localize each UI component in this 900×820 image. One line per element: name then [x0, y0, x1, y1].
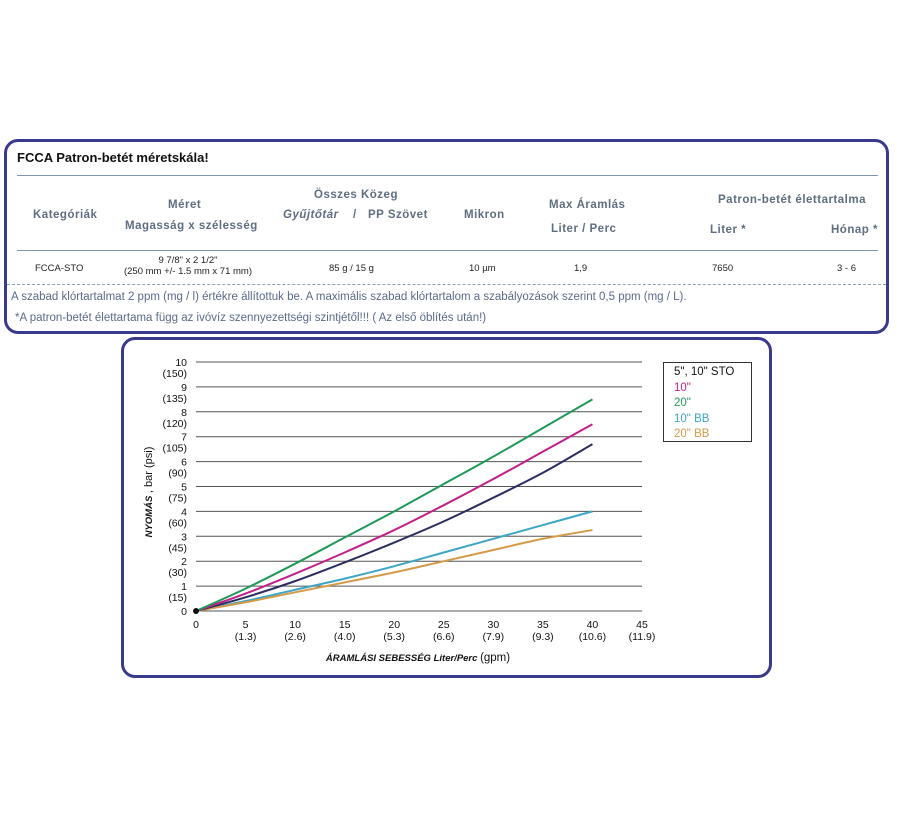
x-tick-label-30: 30: [487, 619, 499, 631]
x-tick-sub-10: (2.6): [284, 631, 306, 643]
x-tick-label-20: 20: [388, 619, 400, 631]
x-tick-label-45: 45: [636, 619, 648, 631]
spec-header-separator-top: [17, 175, 878, 176]
header-honap: Hónap *: [831, 224, 878, 236]
spec-header-separator-bottom: [17, 250, 878, 251]
legend-item-1: 10": [674, 381, 691, 394]
cell-meret-2: (250 mm +/- 1.5 mm x 71 mm): [123, 266, 252, 277]
y-tick-label-4: 4: [181, 506, 187, 518]
y-tick-label-10: 10: [175, 357, 187, 369]
y-tick-label-9: 9: [181, 382, 187, 394]
chart-legend: 5", 10" STO 10" 20" 10" BB 20" BB: [663, 362, 752, 442]
y-tick-sub-10: (150): [162, 368, 187, 380]
y-tick-label-5: 5: [181, 482, 187, 494]
chart-grid: [196, 361, 642, 612]
x-tick-label-40: 40: [587, 619, 599, 631]
header-aramlas: Max Áramlás: [549, 199, 626, 211]
y-tick-sub-9: (135): [162, 393, 187, 405]
header-meret: Méret: [168, 199, 202, 211]
series-line-1: [195, 423, 593, 612]
x-tick-label-35: 35: [537, 619, 549, 631]
y-tick-label-0: 0: [181, 606, 187, 618]
x-tick-sub-15: (4.0): [334, 631, 356, 643]
header-mikron: Mikron: [464, 209, 505, 221]
x-tick-sub-25: (6.6): [433, 631, 455, 643]
y-tick-sub-3: (45): [168, 542, 187, 554]
series-line-2: [195, 398, 593, 612]
y-tick-sub-1: (15): [168, 592, 187, 604]
y-tick-label-1: 1: [181, 581, 187, 593]
cell-meret-1: 9 7/8" x 2 1/2": [158, 255, 218, 266]
cell-kozeg: 85 g / 15 g: [329, 263, 374, 274]
x-tick-sub-45: (11.9): [629, 631, 656, 643]
y-tick-label-7: 7: [181, 432, 187, 444]
x-tick-label-5: 5: [243, 619, 249, 631]
y-tick-label-8: 8: [181, 407, 187, 419]
header-kozeg-sub-a: Gyűjtőtár: [283, 209, 339, 221]
spec-row-separator: [7, 284, 886, 285]
series-line-0: [195, 443, 593, 612]
x-tick-label-10: 10: [289, 619, 301, 631]
chart-labels: 01(15)2(30)3(45)4(60)5(75)6(90)7(105)8(1…: [143, 357, 655, 664]
cell-honap: 3 - 6: [837, 263, 857, 274]
x-tick-label-25: 25: [438, 619, 450, 631]
header-liter: Liter *: [710, 224, 747, 236]
x-tick-label-0: 0: [193, 619, 199, 631]
y-tick-sub-2: (30): [168, 567, 187, 579]
note-chlorine: A szabad klórtartalmat 2 ppm (mg / l) ér…: [11, 291, 687, 303]
x-tick-sub-5: (1.3): [235, 631, 257, 643]
legend-item-3: 10" BB: [674, 412, 710, 425]
x-tick-sub-35: (9.3): [532, 631, 554, 643]
legend-item-2: 20": [674, 397, 691, 409]
y-tick-sub-6: (90): [168, 468, 187, 480]
x-tick-sub-40: (10.6): [579, 631, 606, 643]
cell-mikron: 10 µm: [469, 263, 496, 274]
header-kategoriak: Kategóriák: [33, 209, 98, 221]
chart-series: [193, 398, 593, 614]
origin-point: [193, 608, 199, 614]
y-tick-sub-8: (120): [162, 418, 187, 430]
series-line-4: [195, 529, 593, 612]
legend-item-0: 5", 10" STO: [674, 366, 735, 378]
x-tick-sub-20: (5.3): [383, 631, 405, 643]
cell-aramlas: 1,9: [574, 263, 588, 274]
x-tick-sub-30: (7.9): [483, 631, 505, 643]
y-tick-sub-7: (105): [162, 443, 187, 455]
header-kozeg: Összes Közeg: [314, 189, 398, 201]
cell-liter: 7650: [712, 263, 734, 274]
chart-panel: [121, 337, 772, 678]
header-kozeg-sub-sep: /: [353, 209, 357, 221]
spec-table-panel: FCCA Patron-betét méretskála! Kategóriák…: [4, 139, 889, 334]
x-tick-label-15: 15: [339, 619, 351, 631]
header-aramlas-sub: Liter / Perc: [551, 223, 617, 235]
x-axis-title: ÁRAMLÁSI SEBESSÉG Liter/Perc (gpm): [325, 652, 510, 664]
cell-kategoria: FCCA-STO: [35, 263, 84, 274]
header-kozeg-sub-b: PP Szövet: [368, 209, 428, 221]
y-tick-label-3: 3: [181, 531, 187, 543]
y-axis-title: NYOMÁS , bar (psi): [143, 447, 155, 538]
spec-table-title: FCCA Patron-betét méretskála!: [17, 150, 209, 165]
header-meret-sub: Magasság x szélesség: [125, 220, 258, 232]
legend-item-4: 20" BB: [674, 428, 710, 440]
note-lifetime: *A patron-betét élettartama függ az ivóv…: [15, 312, 487, 324]
y-tick-sub-5: (75): [168, 493, 187, 505]
y-tick-label-6: 6: [181, 457, 187, 469]
y-tick-sub-4: (60): [168, 517, 187, 529]
header-eletartam: Patron-betét élettartalma: [718, 194, 866, 206]
y-tick-label-2: 2: [181, 556, 187, 568]
series-line-3: [195, 510, 593, 612]
